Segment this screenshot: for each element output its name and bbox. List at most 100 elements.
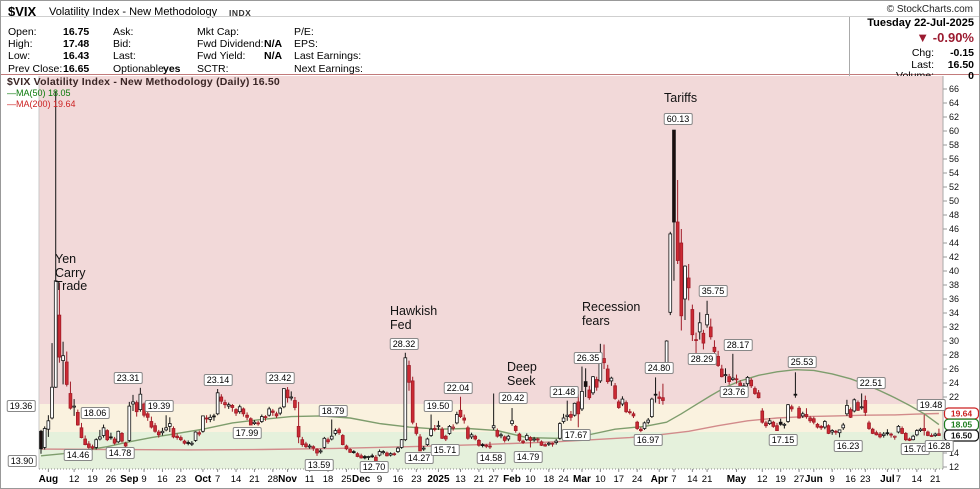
candle-body — [46, 420, 51, 430]
candle-body — [650, 398, 654, 418]
axis-label: 24 — [632, 474, 643, 485]
candle-body — [455, 414, 459, 424]
candle-body — [646, 419, 650, 423]
candle-body — [878, 433, 882, 438]
candle-body — [399, 439, 404, 448]
candle-body — [694, 339, 698, 342]
axis-label: 19 — [87, 474, 98, 485]
axis-label: 16 — [845, 474, 856, 485]
candle-body — [201, 415, 205, 432]
symbol: $VIX — [8, 4, 37, 19]
candle-body — [539, 441, 544, 446]
candle-body — [580, 390, 584, 410]
candle-body — [164, 427, 168, 431]
candle-body — [642, 422, 647, 429]
candle-body — [815, 423, 820, 428]
candle-body — [800, 413, 805, 417]
candle-body — [112, 438, 117, 444]
candle-body — [745, 376, 750, 385]
value-label: 13.59 — [304, 459, 334, 471]
candle-body — [256, 422, 260, 425]
candle-body — [311, 446, 316, 449]
axis-label: 23 — [411, 474, 422, 485]
quote-date: Tuesday 22-Jul-2025 — [867, 17, 974, 29]
quote-field: High: 17.48 — [8, 38, 89, 50]
candle-body — [628, 411, 632, 414]
candle-body — [83, 438, 87, 445]
value-label: 35.75 — [698, 285, 728, 297]
stat-row: Chg: -0.15 — [911, 47, 974, 59]
candle-body — [771, 421, 776, 427]
candle-body — [870, 428, 875, 434]
value-label: 17.67 — [561, 429, 591, 441]
candle-body — [830, 430, 834, 433]
candle-body — [937, 433, 941, 436]
candle-body — [587, 389, 592, 399]
axis-label: 12 — [757, 474, 768, 485]
value-label: 19.48 — [916, 399, 946, 411]
axis-label: 23 — [176, 474, 187, 485]
candle-body — [760, 410, 765, 423]
candle-body — [480, 444, 485, 447]
candle-body — [167, 423, 172, 427]
candle-body — [845, 404, 849, 415]
axis-label: 16 — [157, 474, 168, 485]
candle-body — [259, 416, 264, 422]
candle-body — [42, 428, 47, 448]
axis-label: 66 — [949, 84, 959, 94]
candle-body — [160, 430, 165, 434]
axis-label: 14 — [912, 474, 923, 485]
quote-field: Bid: — [113, 38, 181, 50]
down-arrow-icon: ▼ — [916, 30, 930, 45]
axis-label: 16.50 — [951, 431, 973, 441]
candle-body — [171, 428, 176, 438]
value-label: 28.17 — [723, 339, 753, 351]
percent-change: ▼ -0.90% — [916, 30, 974, 45]
stat-row: Last: 16.50 — [911, 58, 974, 71]
value-label: 26.35 — [573, 352, 603, 364]
candle-body — [392, 453, 397, 456]
axis-label: Jun — [805, 474, 823, 485]
value-label: 14.78 — [105, 447, 135, 459]
quote-column: Open: 16.75 High: 17.48 Low: 16.43 Prev Close:… — [8, 26, 89, 75]
candle-body — [230, 404, 235, 408]
candle-body — [499, 434, 503, 437]
candle-body — [153, 425, 157, 432]
value-label: 23.14 — [203, 374, 233, 386]
candle-body — [407, 365, 411, 383]
axis-label: 26 — [106, 474, 117, 485]
candle-body — [396, 447, 400, 453]
candle-body — [804, 414, 809, 417]
candle-body — [285, 389, 290, 399]
candle-body — [149, 421, 154, 428]
value-label: 24.80 — [644, 362, 674, 374]
candle-body — [624, 402, 628, 413]
candle-body — [690, 309, 695, 336]
axis-label: 21 — [249, 474, 260, 485]
candle-body — [410, 380, 415, 423]
candle-body — [204, 417, 209, 420]
quote-label: Mkt Cap: — [197, 26, 240, 38]
candle-body — [105, 430, 110, 441]
value-label: 20.42 — [498, 392, 528, 404]
candle-body — [322, 437, 327, 448]
candle-body — [418, 436, 422, 452]
candle-body — [583, 381, 588, 387]
axis-label: 9 — [141, 474, 146, 485]
quote-field: Fwd Dividend:N/A — [197, 38, 282, 50]
candle-body — [488, 445, 492, 448]
quote-label: SCTR: — [197, 62, 229, 75]
candle-body — [683, 265, 687, 300]
candle-body — [156, 431, 161, 436]
value-label: 16.23 — [833, 440, 863, 452]
candle-body — [293, 400, 297, 408]
axis-label: 19.64 — [951, 409, 973, 419]
candle-body — [208, 416, 213, 420]
candle-body — [477, 439, 481, 446]
candle-body — [786, 404, 790, 422]
candle-body — [466, 427, 470, 439]
value-label: 19.39 — [144, 400, 174, 412]
quote-value: N/A — [264, 50, 283, 63]
candle-body — [841, 424, 846, 429]
header-divider — [1, 16, 979, 17]
